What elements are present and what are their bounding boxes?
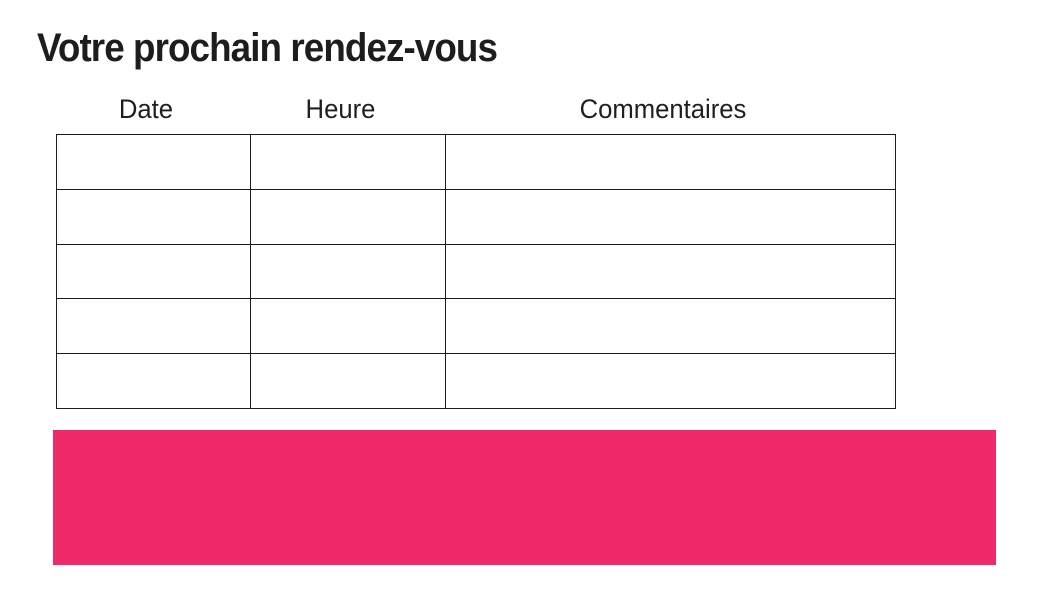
table-row [56,134,896,190]
table-row [56,188,896,245]
column-header-commentaires: Commentaires [579,94,747,124]
cell-commentaires [445,298,896,355]
cell-date [56,353,251,409]
cell-heure [250,298,446,355]
page-title: Votre prochain rendez-vous [37,26,498,70]
cell-date [56,134,251,190]
column-header-heure: Heure [305,94,376,124]
table-row [56,353,896,409]
cell-commentaires [445,353,896,409]
cell-commentaires [445,188,896,245]
appointments-table [56,134,896,409]
column-header-date: Date [118,94,174,124]
cell-date [56,298,251,355]
pink-banner [53,430,996,565]
cell-commentaires [445,243,896,300]
table-row [56,298,896,355]
table-column-headers: Date Heure Commentaires [49,93,888,125]
cell-heure [250,134,446,190]
cell-date [56,243,251,300]
cell-heure [250,243,446,300]
cell-heure [250,188,446,245]
cell-date [56,188,251,245]
cell-heure [250,353,446,409]
table-row [56,243,896,300]
cell-commentaires [445,134,896,190]
